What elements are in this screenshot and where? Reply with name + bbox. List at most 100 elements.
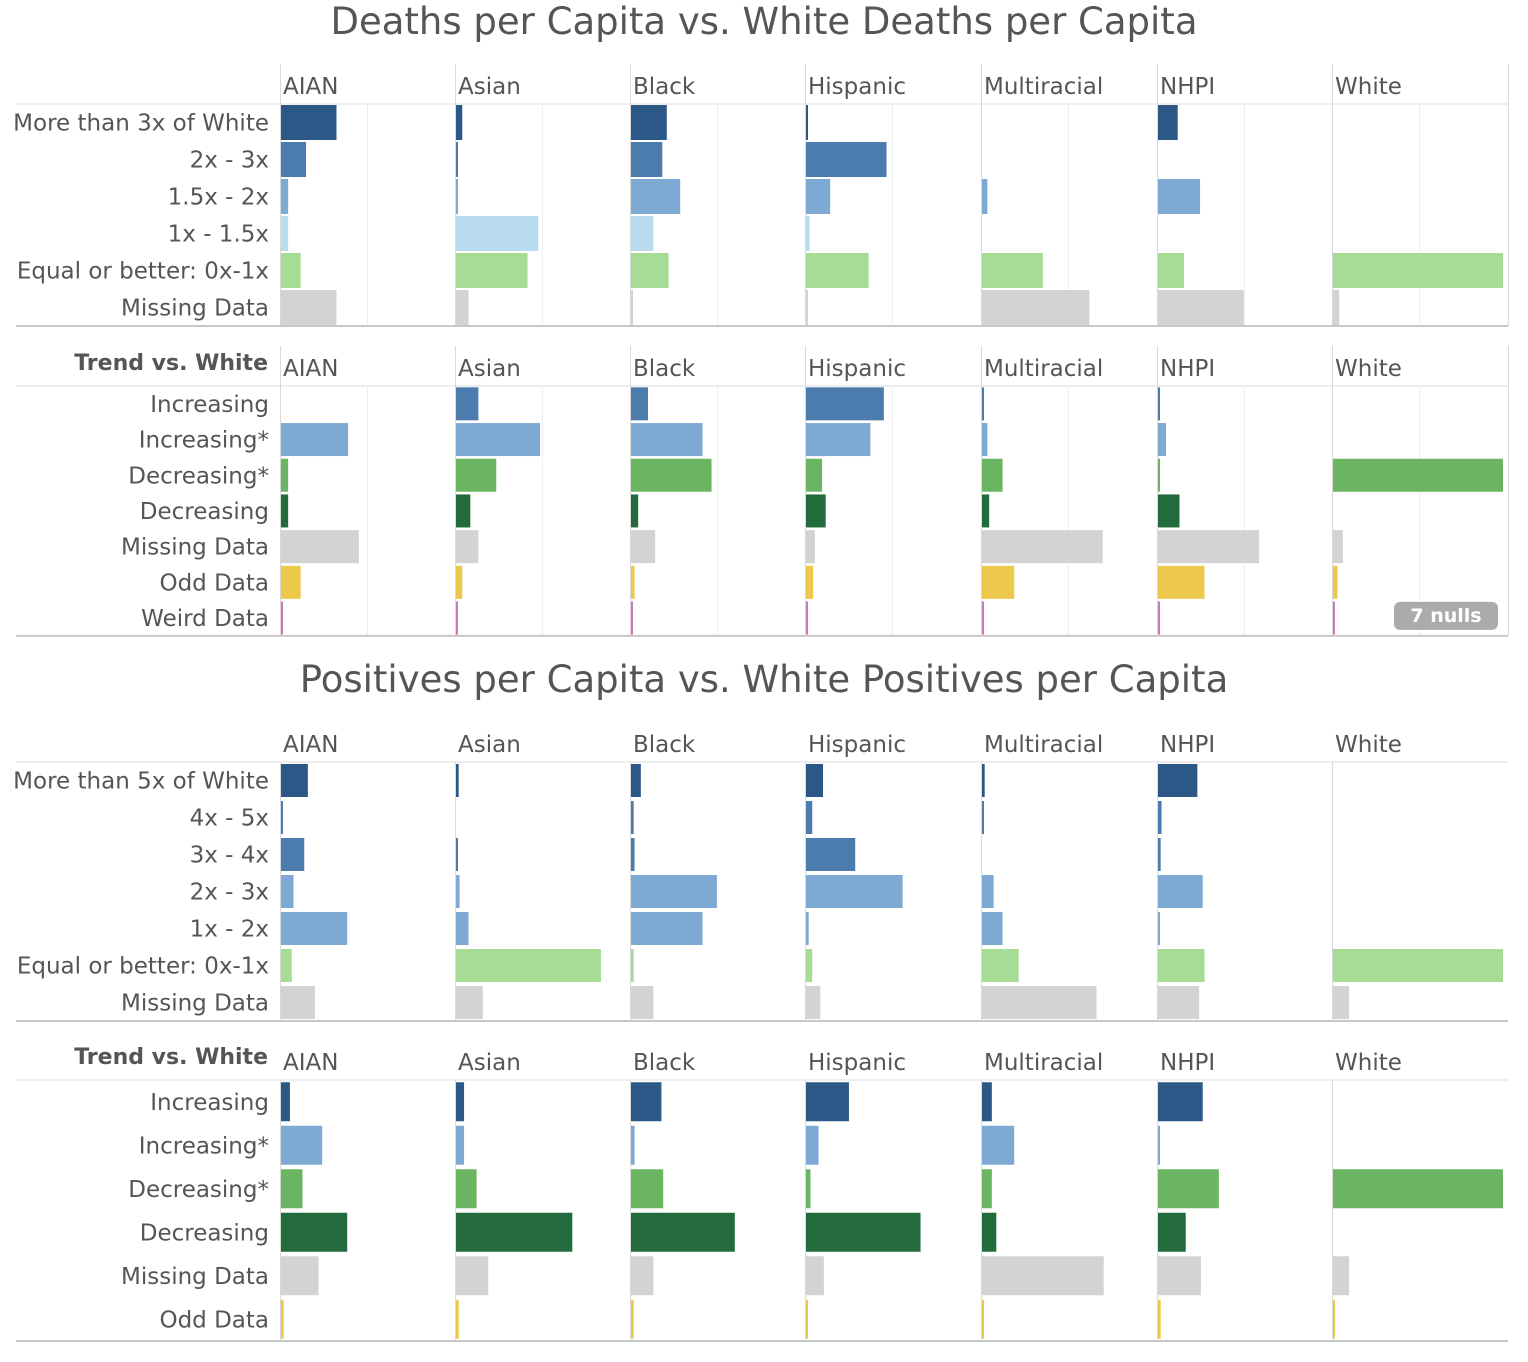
bar-deaths-ratio-nhpi-missing-data[interactable]	[1158, 290, 1244, 325]
bar-deaths-ratio-asian-1x-1-5x[interactable]	[456, 216, 539, 251]
bar-positives-ratio-asian-1x-2x[interactable]	[456, 912, 469, 945]
bar-deaths-trend-multiracial-decreasing[interactable]	[982, 494, 990, 528]
bar-positives-trend-white-missing-data[interactable]	[1333, 1256, 1350, 1296]
bar-deaths-trend-black-odd-data[interactable]	[631, 565, 635, 599]
bar-positives-ratio-black-1x-2x[interactable]	[631, 912, 703, 945]
bar-deaths-trend-hispanic-missing-data[interactable]	[806, 530, 815, 564]
nulls-badge[interactable]	[1394, 601, 1498, 630]
bar-deaths-trend-hispanic-increasing[interactable]	[806, 387, 884, 421]
bar-deaths-trend-black-weird-data[interactable]	[631, 601, 633, 635]
bar-deaths-trend-nhpi-increasing[interactable]	[1158, 423, 1167, 457]
bar-positives-ratio-multiracial-4x-5x[interactable]	[982, 801, 984, 834]
bar-positives-trend-nhpi-decreasing[interactable]	[1158, 1212, 1186, 1252]
bar-positives-ratio-asian-2x-3x[interactable]	[456, 875, 460, 908]
bar-deaths-trend-asian-increasing[interactable]	[456, 387, 479, 421]
bar-positives-ratio-aian-3x-4x[interactable]	[281, 838, 305, 871]
bar-positives-trend-white-odd-data[interactable]	[1333, 1299, 1335, 1339]
bar-positives-ratio-aian-missing-data[interactable]	[281, 986, 315, 1019]
bar-positives-trend-black-odd-data[interactable]	[631, 1299, 634, 1339]
bar-deaths-trend-asian-odd-data[interactable]	[456, 565, 463, 599]
bar-deaths-ratio-asian-1-5x-2x[interactable]	[456, 179, 458, 214]
bar-deaths-ratio-multiracial-1-5x-2x[interactable]	[982, 179, 988, 214]
bar-deaths-trend-black-decreasing[interactable]	[631, 458, 712, 492]
bar-deaths-trend-aian-increasing[interactable]	[281, 423, 349, 457]
bar-positives-trend-hispanic-increasing[interactable]	[806, 1082, 849, 1122]
bar-positives-ratio-hispanic-4x-5x[interactable]	[806, 801, 813, 834]
bar-positives-trend-aian-decreasing[interactable]	[281, 1212, 348, 1252]
bar-deaths-ratio-multiracial-missing-data[interactable]	[982, 290, 1090, 325]
bar-deaths-trend-multiracial-weird-data[interactable]	[982, 601, 984, 635]
bar-deaths-ratio-white-missing-data[interactable]	[1333, 290, 1340, 325]
bar-deaths-trend-asian-decreasing[interactable]	[456, 458, 497, 492]
bar-deaths-ratio-black-equal-or-better-0x-1x[interactable]	[631, 253, 669, 288]
bar-deaths-trend-aian-decreasing[interactable]	[281, 458, 289, 492]
bar-deaths-trend-multiracial-odd-data[interactable]	[982, 565, 1015, 599]
bar-deaths-trend-multiracial-missing-data[interactable]	[982, 530, 1103, 564]
bar-positives-ratio-nhpi-more-than-5x-of-white[interactable]	[1158, 764, 1198, 797]
bar-positives-ratio-white-equal-or-better-0x-1x[interactable]	[1333, 949, 1503, 982]
bar-positives-trend-aian-increasing[interactable]	[281, 1125, 323, 1165]
bar-deaths-trend-white-odd-data[interactable]	[1333, 565, 1338, 599]
bar-deaths-trend-asian-increasing[interactable]	[456, 423, 541, 457]
bar-deaths-trend-white-weird-data[interactable]	[1333, 601, 1335, 635]
bar-deaths-ratio-aian-missing-data[interactable]	[281, 290, 337, 325]
bar-positives-trend-black-increasing[interactable]	[631, 1125, 635, 1165]
bar-positives-trend-aian-decreasing[interactable]	[281, 1169, 303, 1209]
bar-positives-ratio-multiracial-equal-or-better-0x-1x[interactable]	[982, 949, 1019, 982]
bar-positives-ratio-nhpi-4x-5x[interactable]	[1158, 801, 1162, 834]
bar-positives-ratio-hispanic-3x-4x[interactable]	[806, 838, 856, 871]
bar-positives-trend-hispanic-increasing[interactable]	[806, 1125, 819, 1165]
bar-positives-ratio-hispanic-1x-2x[interactable]	[806, 912, 809, 945]
bar-positives-trend-asian-increasing[interactable]	[456, 1125, 465, 1165]
bar-positives-trend-hispanic-decreasing[interactable]	[806, 1169, 811, 1209]
bar-deaths-trend-black-decreasing[interactable]	[631, 494, 639, 528]
bar-positives-trend-aian-odd-data[interactable]	[281, 1299, 284, 1339]
bar-deaths-trend-hispanic-increasing[interactable]	[806, 423, 871, 457]
bar-positives-ratio-asian-3x-4x[interactable]	[456, 838, 458, 871]
bar-deaths-trend-multiracial-increasing[interactable]	[982, 387, 984, 421]
bar-positives-trend-multiracial-odd-data[interactable]	[982, 1299, 984, 1339]
bar-positives-ratio-hispanic-missing-data[interactable]	[806, 986, 821, 1019]
bar-deaths-ratio-nhpi-equal-or-better-0x-1x[interactable]	[1158, 253, 1184, 288]
bar-positives-trend-nhpi-odd-data[interactable]	[1158, 1299, 1161, 1339]
bar-deaths-ratio-nhpi-more-than-3x-of-white[interactable]	[1158, 105, 1178, 140]
bar-positives-ratio-nhpi-3x-4x[interactable]	[1158, 838, 1161, 871]
bar-positives-ratio-multiracial-1x-2x[interactable]	[982, 912, 1003, 945]
bar-deaths-ratio-aian-1x-1-5x[interactable]	[281, 216, 289, 251]
bar-positives-ratio-black-equal-or-better-0x-1x[interactable]	[631, 949, 634, 982]
bar-positives-trend-black-missing-data[interactable]	[631, 1256, 654, 1296]
bar-deaths-trend-hispanic-decreasing[interactable]	[806, 458, 823, 492]
bar-deaths-ratio-hispanic-2x-3x[interactable]	[806, 142, 887, 177]
bar-deaths-trend-black-missing-data[interactable]	[631, 530, 656, 564]
bar-positives-trend-black-increasing[interactable]	[631, 1082, 662, 1122]
bar-deaths-ratio-black-1-5x-2x[interactable]	[631, 179, 681, 214]
bar-positives-trend-asian-decreasing[interactable]	[456, 1212, 573, 1252]
bar-positives-ratio-nhpi-1x-2x[interactable]	[1158, 912, 1160, 945]
bar-positives-trend-asian-missing-data[interactable]	[456, 1256, 489, 1296]
bar-positives-ratio-multiracial-more-than-5x-of-white[interactable]	[982, 764, 985, 797]
bar-deaths-ratio-black-more-than-3x-of-white[interactable]	[631, 105, 667, 140]
bar-deaths-ratio-black-missing-data[interactable]	[631, 290, 633, 325]
bar-deaths-trend-nhpi-decreasing[interactable]	[1158, 494, 1180, 528]
bar-positives-trend-multiracial-missing-data[interactable]	[982, 1256, 1104, 1296]
bar-positives-ratio-hispanic-more-than-5x-of-white[interactable]	[806, 764, 823, 797]
bar-positives-trend-hispanic-odd-data[interactable]	[806, 1299, 808, 1339]
bar-deaths-ratio-asian-more-than-3x-of-white[interactable]	[456, 105, 463, 140]
bar-positives-trend-nhpi-increasing[interactable]	[1158, 1125, 1160, 1165]
bar-deaths-trend-nhpi-missing-data[interactable]	[1158, 530, 1260, 564]
bar-positives-ratio-multiracial-2x-3x[interactable]	[982, 875, 994, 908]
bar-positives-ratio-nhpi-equal-or-better-0x-1x[interactable]	[1158, 949, 1205, 982]
bar-deaths-trend-white-decreasing[interactable]	[1333, 458, 1503, 492]
bar-deaths-trend-black-increasing[interactable]	[631, 387, 648, 421]
bar-deaths-trend-asian-decreasing[interactable]	[456, 494, 471, 528]
bar-deaths-ratio-aian-1-5x-2x[interactable]	[281, 179, 289, 214]
bar-deaths-trend-multiracial-increasing[interactable]	[982, 423, 988, 457]
bar-deaths-ratio-asian-equal-or-better-0x-1x[interactable]	[456, 253, 528, 288]
bar-deaths-ratio-aian-equal-or-better-0x-1x[interactable]	[281, 253, 301, 288]
bar-positives-trend-multiracial-decreasing[interactable]	[982, 1169, 992, 1209]
bar-positives-trend-hispanic-missing-data[interactable]	[806, 1256, 824, 1296]
bar-positives-ratio-hispanic-equal-or-better-0x-1x[interactable]	[806, 949, 813, 982]
bar-deaths-trend-nhpi-decreasing[interactable]	[1158, 458, 1160, 492]
bar-positives-ratio-nhpi-missing-data[interactable]	[1158, 986, 1200, 1019]
bar-positives-trend-black-decreasing[interactable]	[631, 1212, 735, 1252]
